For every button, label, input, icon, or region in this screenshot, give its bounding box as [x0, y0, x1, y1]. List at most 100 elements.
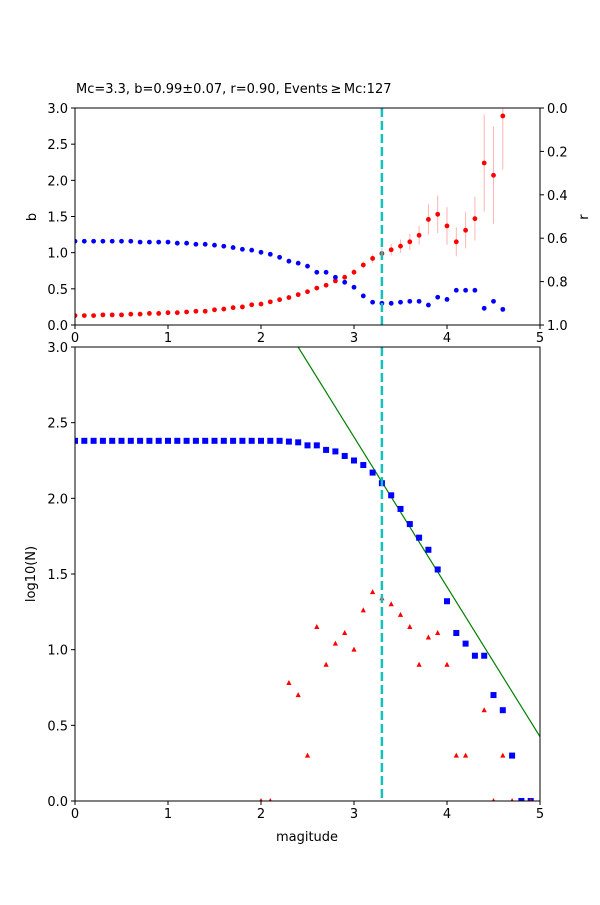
- b-value-point: [156, 311, 162, 316]
- non-cumulative-point: [314, 623, 320, 629]
- cumulative-point: [276, 437, 283, 444]
- y-tick-label: 2.0: [47, 492, 68, 507]
- y-tick-label: 0.5: [47, 283, 68, 298]
- y-right-tick-label: 0.6: [547, 232, 568, 247]
- b-value-point: [491, 172, 496, 178]
- x-tick-label: 0: [71, 331, 79, 346]
- b-value-point: [472, 216, 478, 222]
- cumulative-point: [444, 598, 450, 605]
- b-value-point: [481, 160, 487, 166]
- y-tick-label: 0.5: [47, 719, 68, 734]
- cumulative-point: [425, 546, 432, 553]
- cumulative-point: [406, 521, 413, 528]
- non-cumulative-point: [453, 752, 459, 758]
- r-value-point: [81, 238, 87, 244]
- b-value-point: [165, 310, 171, 316]
- non-cumulative-point: [444, 661, 450, 667]
- cumulative-point: [99, 437, 106, 444]
- bottom-axes-frame: [74, 346, 541, 802]
- b-value-point: [314, 285, 320, 291]
- r-value-point: [333, 274, 338, 280]
- fit-line: [297, 347, 540, 737]
- y-tick-label: 2.5: [47, 138, 68, 153]
- non-cumulative-point: [500, 752, 506, 758]
- r-value-point: [435, 294, 441, 300]
- r-value-point: [491, 298, 496, 304]
- non-cumulative-point: [351, 646, 357, 652]
- r-value-point: [212, 242, 217, 248]
- non-cumulative-point: [332, 640, 338, 646]
- non-cumulative-point: [435, 630, 441, 636]
- y-right-tick-label: 0.8: [547, 276, 568, 291]
- b-value-point: [193, 308, 199, 314]
- cumulative-point: [332, 448, 339, 455]
- cumulative-point: [462, 640, 469, 647]
- b-value-point: [249, 302, 255, 308]
- cumulative-point: [258, 437, 264, 444]
- b-value-point: [119, 312, 124, 318]
- r-value-point: [481, 305, 487, 311]
- b-value-point: [416, 232, 422, 238]
- b-value-point: [202, 308, 208, 314]
- non-cumulative-point: [342, 630, 348, 636]
- r-value-point: [323, 269, 329, 275]
- cumulative-point: [267, 437, 274, 444]
- y-tick-label: 2.0: [47, 174, 68, 189]
- cumulative-point: [174, 437, 181, 444]
- r-value-point: [388, 300, 394, 306]
- non-cumulative-point: [481, 707, 487, 713]
- cumulative-point: [369, 469, 376, 476]
- non-cumulative-point: [295, 692, 301, 698]
- x-tick-label: 4: [443, 807, 451, 822]
- b-value-point: [333, 278, 338, 284]
- r-value-point: [240, 246, 245, 252]
- r-value-point: [230, 245, 236, 250]
- cumulative-point: [230, 437, 237, 444]
- cumulative-point: [118, 437, 125, 444]
- b-value-point: [305, 289, 310, 295]
- cumulative-point: [453, 630, 460, 637]
- cumulative-point: [220, 437, 227, 444]
- r-value-point: [305, 263, 310, 269]
- b-value-point: [137, 311, 143, 317]
- x-tick-label: 4: [443, 331, 451, 346]
- cumulative-point: [360, 462, 367, 469]
- plot-area: [75, 108, 506, 325]
- cumulative-point: [155, 437, 162, 444]
- b-value-point: [286, 295, 292, 300]
- r-value-point: [407, 298, 413, 304]
- r-value-point: [174, 240, 180, 246]
- r-value-point: [258, 249, 264, 255]
- non-cumulative-point: [425, 634, 431, 640]
- y-tick-label: 2.5: [47, 417, 68, 432]
- r-value-point: [277, 254, 282, 260]
- y-tick-label: 1.5: [47, 211, 68, 226]
- b-value-point: [426, 216, 431, 222]
- y-tick-label: 0.0: [47, 795, 68, 810]
- r-value-point: [193, 241, 199, 247]
- cumulative-point: [127, 437, 134, 444]
- r-value-point: [137, 239, 143, 245]
- y-tick-label: 1.5: [47, 568, 68, 583]
- r-value-point: [202, 241, 208, 247]
- cumulative-point: [90, 437, 97, 444]
- top-y-label: b: [25, 213, 40, 221]
- r-value-point: [119, 238, 124, 244]
- non-cumulative-point: [407, 623, 413, 629]
- r-value-point: [360, 293, 366, 299]
- b-value-point: [398, 243, 403, 249]
- r-value-point: [156, 239, 162, 245]
- cumulative-point: [518, 798, 525, 801]
- x-tick-label: 3: [350, 807, 358, 822]
- cumulative-point: [481, 652, 488, 659]
- r-value-point: [463, 287, 468, 293]
- chart-title: Mc=3.3, b=0.99±0.07, r=0.90, Events ≥ Mc…: [76, 82, 392, 97]
- r-value-point: [91, 238, 96, 244]
- b-value-point: [267, 299, 273, 305]
- non-cumulative-point: [360, 607, 366, 613]
- b-value-point: [258, 301, 264, 307]
- r-value-point: [472, 287, 478, 293]
- x-tick-label: 5: [536, 807, 544, 822]
- cumulative-point: [397, 505, 404, 512]
